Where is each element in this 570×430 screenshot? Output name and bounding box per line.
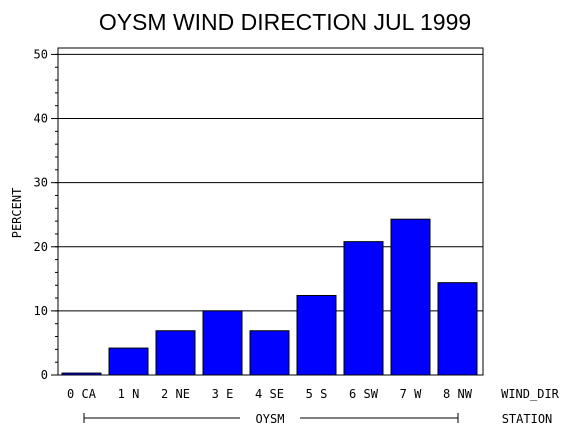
y-tick-label: 30 [34, 176, 48, 190]
x-dimension-label: WIND_DIR [501, 387, 560, 401]
bar [108, 347, 149, 376]
bar [296, 294, 337, 376]
y-axis-label: PERCENT [10, 188, 24, 239]
y-tick-label: 0 [41, 368, 48, 382]
x-tick-label: 0 CA [67, 387, 97, 401]
x-tick-label: 4 SE [255, 387, 284, 401]
x-tick-label: 6 SW [349, 387, 379, 401]
bar [249, 330, 290, 376]
x-tick-label: 7 W [400, 387, 422, 401]
bar [343, 241, 384, 376]
x-tick-label: 5 S [306, 387, 328, 401]
x-tick-label: 1 N [118, 387, 140, 401]
bar [202, 310, 243, 376]
station-group-label: OYSM [256, 412, 285, 426]
x-tick-label: 8 NW [443, 387, 473, 401]
y-tick-label: 10 [34, 304, 48, 318]
bars [61, 218, 478, 376]
y-tick-label: 20 [34, 240, 48, 254]
plot-frame [57, 47, 484, 376]
x-tick-label: 3 E [212, 387, 234, 401]
bar [437, 282, 478, 376]
bar [155, 330, 196, 376]
station-dimension-label: STATION [502, 412, 553, 426]
y-tick-label: 50 [34, 47, 48, 61]
chart-title: OYSM WIND DIRECTION JUL 1999 [99, 9, 471, 35]
y-tick-label: 40 [34, 112, 48, 126]
bar [390, 218, 431, 376]
y-axis: 0 10 20 30 40 50 [34, 47, 58, 382]
x-axis-categories: 0 CA 1 N 2 NE 3 E 4 SE 5 S 6 SW 7 W 8 NW [67, 387, 473, 401]
station-group-bracket [83, 413, 459, 423]
x-tick-label: 2 NE [161, 387, 190, 401]
